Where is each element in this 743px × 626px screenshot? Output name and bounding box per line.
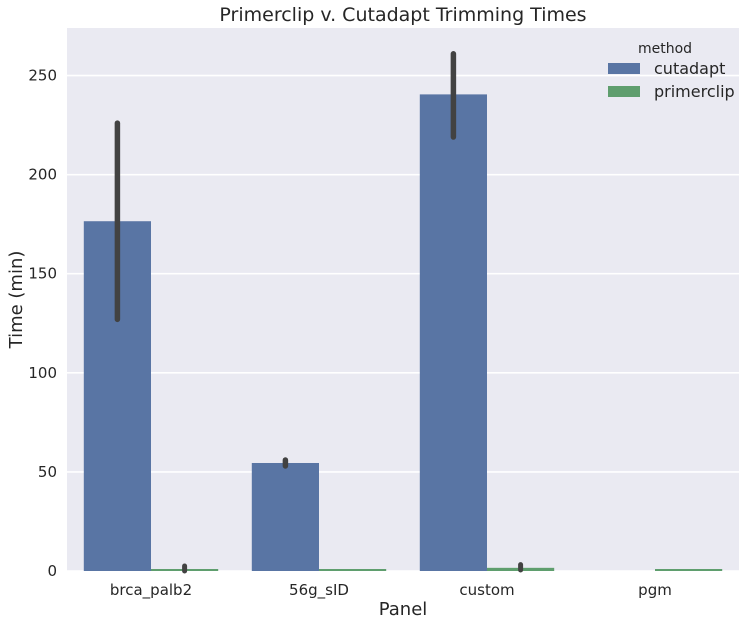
bar-primerclip-pgm <box>655 569 723 571</box>
legend-label-primerclip: primerclip <box>654 82 735 101</box>
y-axis-ticks: 0 50 100 150 200 250 <box>28 67 57 580</box>
y-axis-label: Time (min) <box>6 251 27 350</box>
y-tick-label: 100 <box>28 364 57 382</box>
legend: method cutadapt primerclip <box>608 41 735 101</box>
x-tick-label: brca_palb2 <box>110 581 192 600</box>
x-axis-label: Panel <box>379 599 428 620</box>
y-tick-label: 200 <box>28 166 57 184</box>
bar-cutadapt-custom <box>419 94 487 572</box>
chart-title: Primerclip v. Cutadapt Trimming Times <box>219 4 586 26</box>
legend-swatch-primerclip <box>608 86 640 97</box>
y-tick-label: 0 <box>47 562 57 580</box>
x-axis-ticks: brca_palb2 56g_sID custom pgm <box>110 581 672 600</box>
y-tick-label: 150 <box>28 265 57 283</box>
x-tick-label: pgm <box>638 581 672 599</box>
bar-primerclip-56g_sID <box>319 569 387 571</box>
error-bars <box>114 51 524 574</box>
bars <box>83 94 723 572</box>
plot-background <box>67 28 739 571</box>
x-tick-label: custom <box>459 581 514 599</box>
y-tick-label: 250 <box>28 67 57 85</box>
legend-label-cutadapt: cutadapt <box>654 59 725 78</box>
legend-swatch-cutadapt <box>608 63 640 74</box>
bar-cutadapt-56g_sID <box>251 462 319 571</box>
grid-lines <box>67 74 739 572</box>
y-tick-label: 50 <box>38 463 57 481</box>
x-tick-label: 56g_sID <box>289 581 349 600</box>
legend-title: method <box>638 41 692 57</box>
